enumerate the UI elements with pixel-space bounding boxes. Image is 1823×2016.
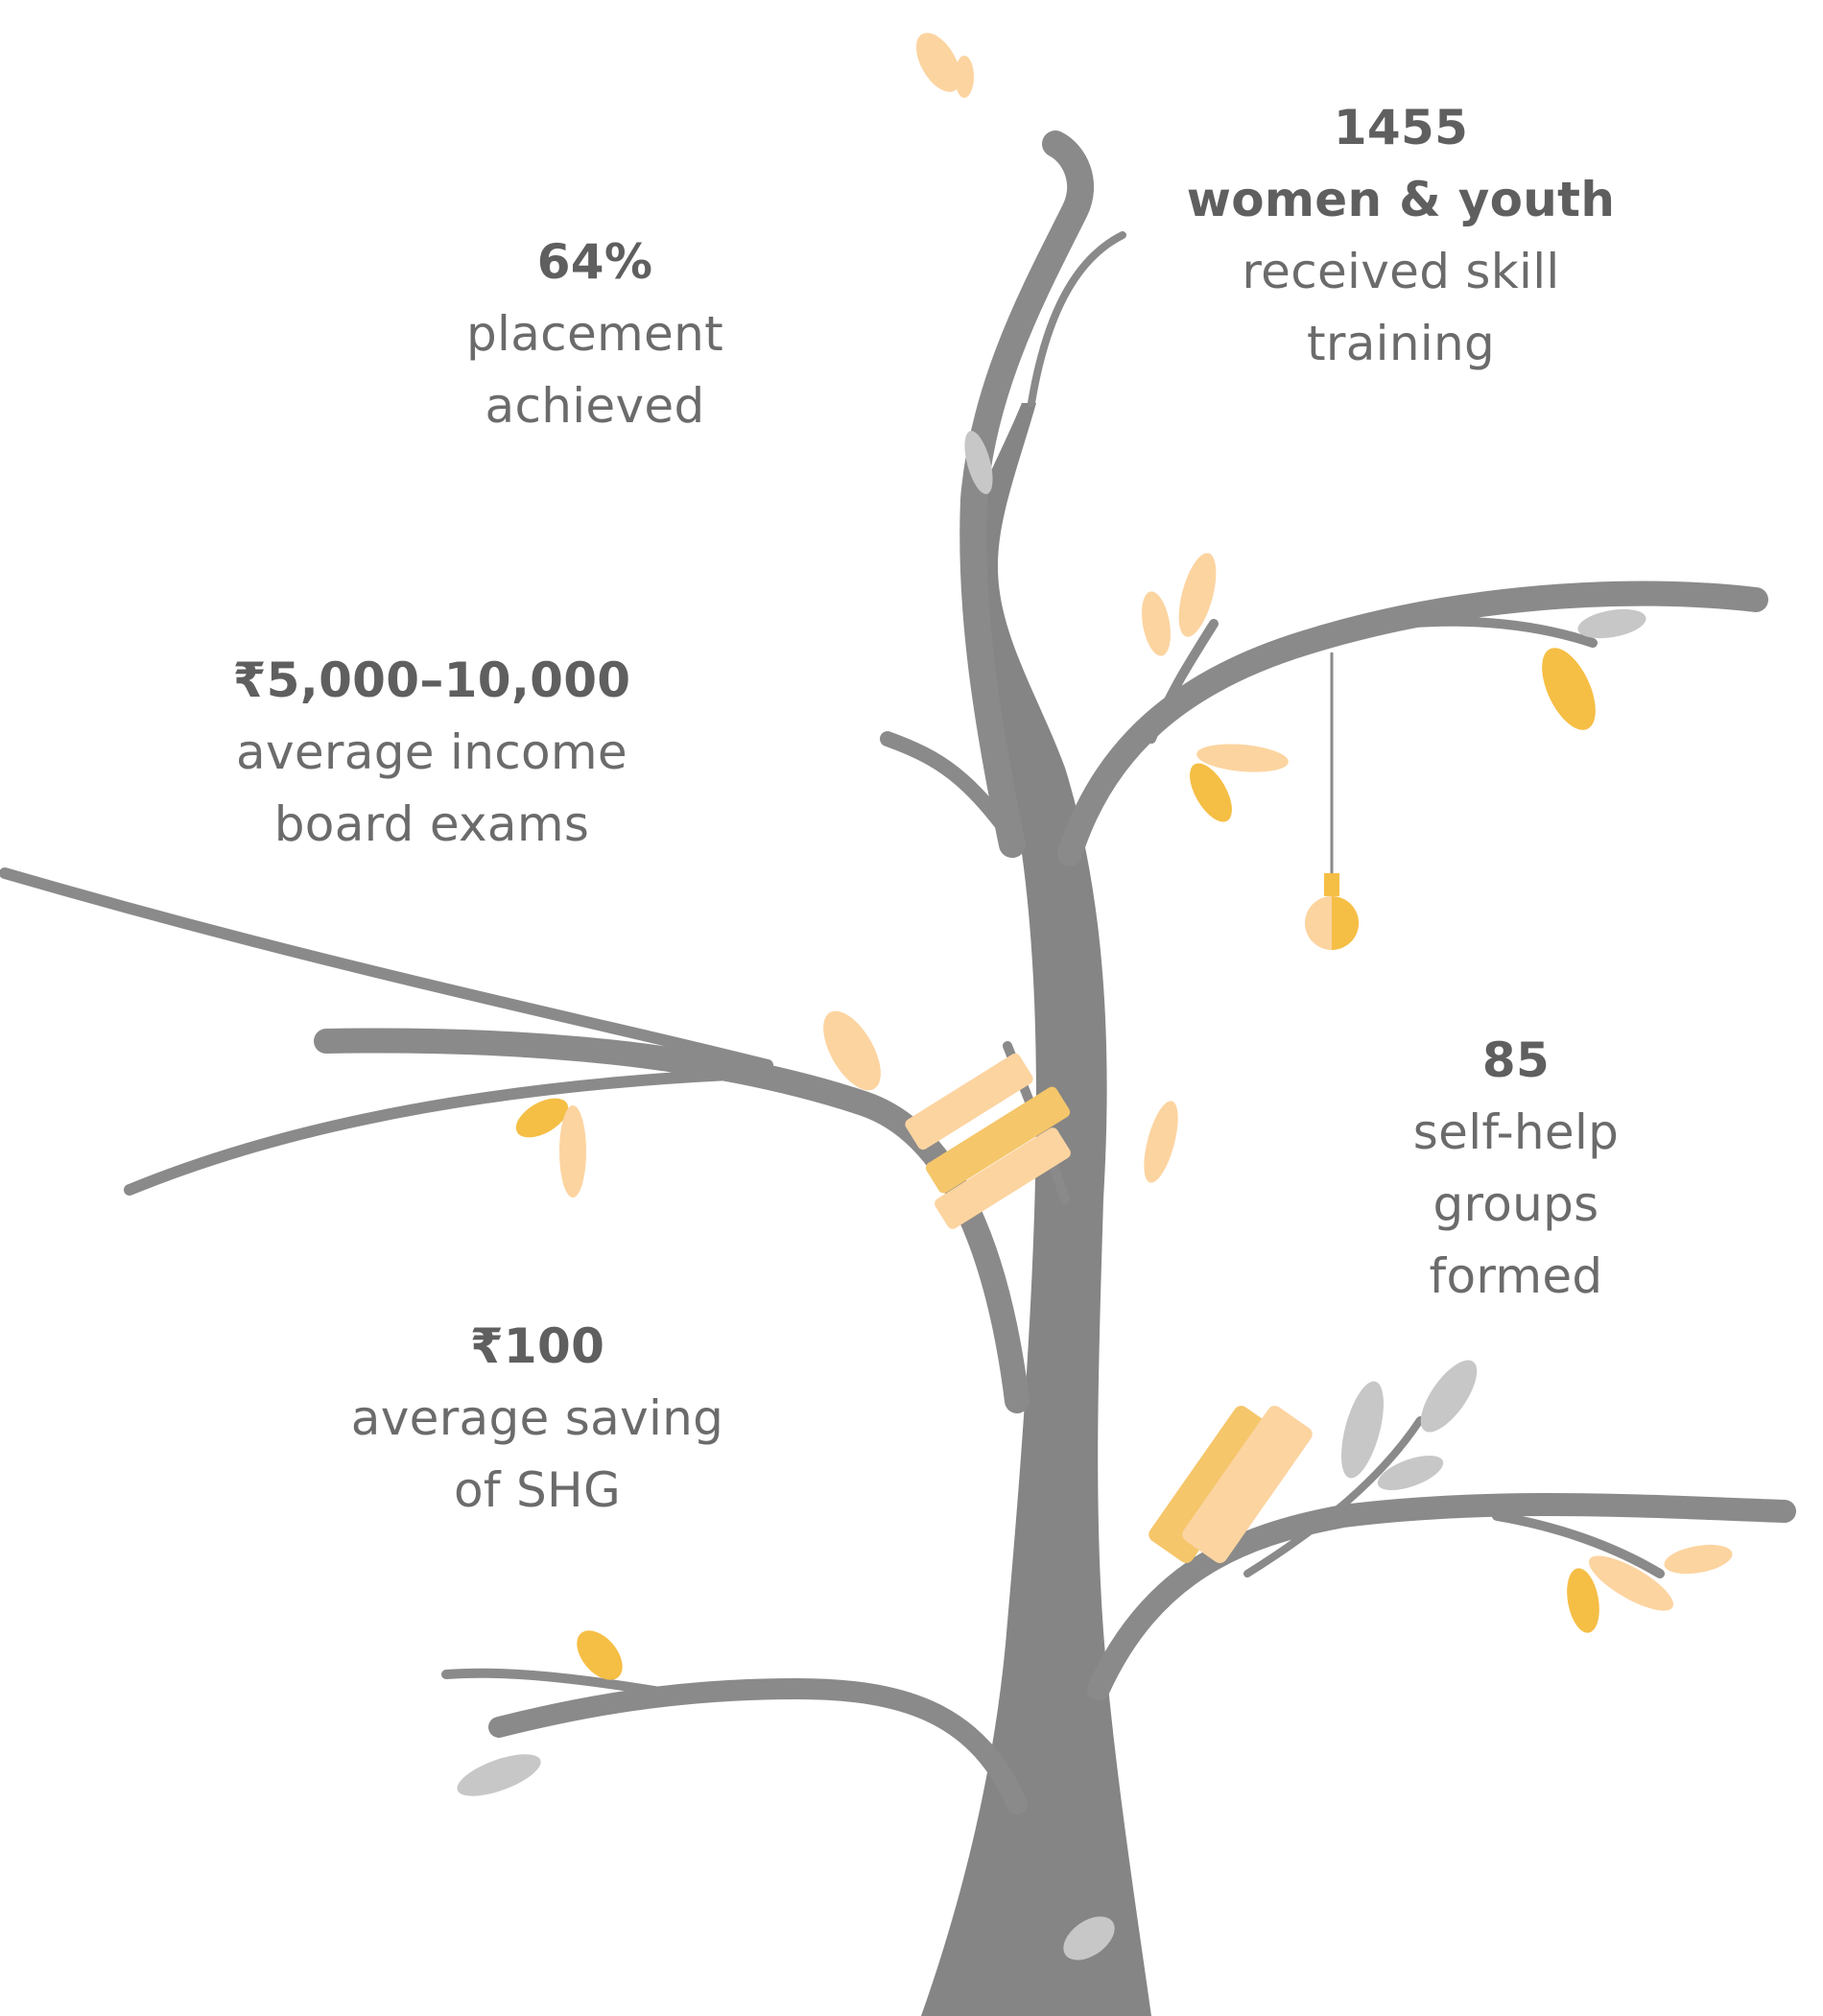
stat-value: 64% bbox=[536, 234, 653, 290]
books-icon bbox=[905, 1053, 1071, 1229]
stat-label: training bbox=[1306, 316, 1496, 371]
stat-label: board exams bbox=[273, 796, 590, 852]
stat-income: ₹5,000–10,000 average income board exams bbox=[192, 645, 672, 861]
stat-shg-groups: 85 self-help groups formed bbox=[1324, 1025, 1708, 1313]
stat-label: achieved bbox=[485, 378, 705, 434]
stat-placement: 64% placement achieved bbox=[403, 226, 787, 442]
stat-subject: women & youth bbox=[1186, 172, 1616, 227]
light-bulb-icon bbox=[1305, 652, 1359, 950]
stat-label: of SHG bbox=[454, 1462, 621, 1518]
stat-saving: ₹100 average saving of SHG bbox=[317, 1311, 758, 1527]
stat-value: ₹5,000–10,000 bbox=[232, 652, 631, 708]
stat-value: ₹100 bbox=[469, 1318, 605, 1374]
stat-skill-training: 1455 women & youth received skill traini… bbox=[1142, 92, 1660, 380]
leaves bbox=[457, 33, 1733, 1960]
stat-label: received skill bbox=[1242, 244, 1560, 299]
tree-branches bbox=[0, 130, 1796, 1814]
stat-label: formed bbox=[1429, 1248, 1603, 1304]
tree-trunk bbox=[921, 403, 1151, 2016]
stat-value: 1455 bbox=[1333, 100, 1469, 155]
stat-value: 85 bbox=[1481, 1032, 1551, 1088]
stat-label: self-help bbox=[1412, 1104, 1620, 1160]
stat-label: average income bbox=[236, 724, 627, 780]
stat-label: groups bbox=[1432, 1176, 1599, 1232]
stat-label: placement bbox=[466, 306, 723, 362]
books-icon bbox=[1148, 1406, 1313, 1563]
stat-label: average saving bbox=[350, 1390, 724, 1446]
